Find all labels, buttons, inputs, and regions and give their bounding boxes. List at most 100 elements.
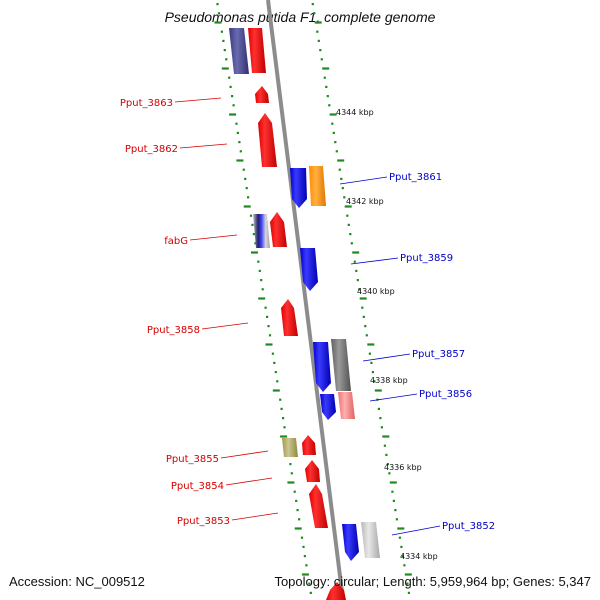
- gene-pput-3851[interactable]: [361, 522, 380, 558]
- right-label-pput-3859[interactable]: Pput_3859: [350, 253, 453, 265]
- gene-pput-3856a[interactable]: [320, 394, 336, 420]
- gene-pput-3857[interactable]: [313, 342, 331, 392]
- right-label-text: Pput_3852: [442, 521, 495, 532]
- ruler-dot: [254, 242, 257, 245]
- left-label-fabg[interactable]: fabG: [164, 234, 238, 247]
- right-label-pput-3856[interactable]: Pput_3856: [369, 389, 472, 402]
- ruler-major-tick: [229, 113, 237, 116]
- ruler-major-tick: [272, 389, 280, 392]
- ruler-major-tick: [389, 481, 397, 484]
- left-label-pput-3854[interactable]: Pput_3854: [171, 477, 273, 492]
- gene-top-red[interactable]: [248, 28, 266, 73]
- ruler-dot: [279, 398, 282, 401]
- gene-pput-3852[interactable]: [342, 524, 359, 561]
- ruler-dot: [249, 214, 253, 217]
- ruler-dot: [268, 334, 272, 337]
- ruler-dot: [238, 141, 241, 144]
- left-label-pput-3855[interactable]: Pput_3855: [166, 450, 269, 465]
- ruler-dot: [365, 334, 368, 337]
- ruler-dot: [296, 509, 299, 512]
- ruler-dot: [293, 490, 296, 493]
- ruler-dot: [251, 223, 254, 226]
- ruler-dot: [260, 279, 263, 282]
- right-label-pput-3857[interactable]: Pput_3857: [362, 349, 465, 362]
- gene-fabg-partner[interactable]: [270, 212, 287, 247]
- right-label-pput-3861[interactable]: Pput_3861: [339, 172, 442, 185]
- ruler-dot: [371, 371, 374, 374]
- gene-pput-3856[interactable]: [338, 392, 355, 419]
- ruler-major-tick: [294, 527, 302, 530]
- gene-pput-3858[interactable]: [281, 299, 298, 336]
- ruler-left: [214, 3, 312, 594]
- ruler-dot: [222, 39, 225, 42]
- ruler-dot: [362, 315, 365, 318]
- gene-top-navy[interactable]: [229, 28, 249, 74]
- ruler-major-tick: [236, 159, 244, 162]
- ruler-dot: [398, 536, 401, 539]
- ruler-dot: [217, 12, 221, 15]
- ruler-dot: [331, 122, 334, 125]
- gene-pput-3853[interactable]: [309, 484, 328, 528]
- ruler-dot: [400, 545, 403, 548]
- gene-pput-3862[interactable]: [258, 113, 277, 167]
- ruler-dot: [302, 545, 305, 548]
- scale-label-4342: 4342 kbp: [346, 197, 384, 206]
- left-label-pput-3853[interactable]: Pput_3853: [177, 512, 279, 527]
- left-label-pput-3858[interactable]: Pput_3858: [147, 322, 249, 336]
- left-label-text: Pput_3853: [177, 516, 230, 527]
- gene-pput-3859[interactable]: [300, 248, 318, 291]
- ruler-dot: [305, 564, 308, 567]
- gene-pput-3863[interactable]: [255, 86, 269, 103]
- ruler-dot: [232, 104, 235, 107]
- ruler-dot: [380, 426, 383, 429]
- ruler-major-tick: [359, 297, 367, 300]
- ruler-dot: [244, 177, 247, 180]
- ruler-dot: [406, 582, 409, 585]
- ruler-dot: [401, 555, 404, 558]
- left-label-text: Pput_3858: [147, 325, 200, 336]
- ruler-dot: [338, 168, 341, 171]
- left-label-pput-3862[interactable]: Pput_3862: [125, 143, 228, 155]
- gene-pput-3857b[interactable]: [331, 339, 351, 391]
- right-label-pput-3852[interactable]: Pput_3852: [391, 521, 495, 536]
- ruler-major-tick: [314, 21, 322, 24]
- gene-pput-3861[interactable]: [290, 168, 307, 208]
- ruler-dot: [391, 490, 394, 493]
- ruler-major-tick: [329, 113, 337, 116]
- ruler-dot: [323, 76, 326, 79]
- left-label-pput-3863[interactable]: Pput_3863: [120, 97, 222, 109]
- ruler-dot: [320, 58, 323, 61]
- ruler-dot: [266, 315, 269, 318]
- gene-bottom-red[interactable]: [326, 582, 346, 600]
- ruler-dot: [257, 260, 260, 263]
- ruler-dot: [377, 407, 380, 410]
- ruler-dot: [295, 499, 298, 502]
- ruler-dot: [247, 196, 250, 199]
- ruler-major-tick: [214, 21, 222, 24]
- map-title: Pseudomonas putida F1, complete genome: [164, 9, 436, 25]
- gene-pput-3860[interactable]: [309, 166, 326, 206]
- gene-fabg[interactable]: [253, 214, 270, 248]
- ruler-major-tick: [301, 573, 309, 576]
- gene-pput-3855[interactable]: [282, 438, 298, 457]
- ruler-dot: [349, 233, 352, 236]
- gene-pput-3855b[interactable]: [302, 435, 316, 455]
- genome-backbone: [266, 0, 345, 600]
- ruler-dot: [276, 380, 279, 383]
- ruler-dot: [313, 12, 316, 15]
- left-label-text: Pput_3855: [166, 454, 219, 465]
- ruler-dot: [356, 279, 359, 282]
- ruler-dot: [407, 591, 410, 594]
- ruler-major-tick: [243, 205, 251, 208]
- ruler-dot: [225, 58, 228, 61]
- left-label-text: Pput_3863: [120, 98, 173, 109]
- gene-pput-3854[interactable]: [305, 460, 320, 482]
- ruler-dot: [252, 233, 255, 236]
- ruler-dot: [308, 582, 311, 585]
- ruler-major-tick: [322, 67, 330, 70]
- ruler-dot: [300, 536, 304, 539]
- ruler-dot: [239, 150, 242, 153]
- ruler-dot: [388, 472, 391, 475]
- scale-label-4344: 4344 kbp: [336, 108, 374, 117]
